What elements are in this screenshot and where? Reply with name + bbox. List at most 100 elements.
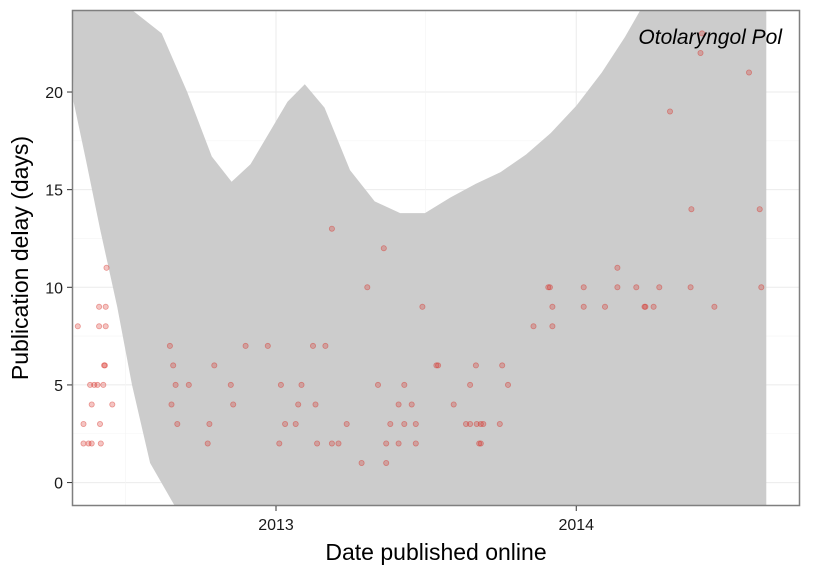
data-point	[408, 401, 415, 408]
data-point	[633, 284, 640, 291]
data-points	[74, 30, 765, 466]
data-point	[282, 420, 289, 427]
data-point	[88, 401, 95, 408]
data-point	[309, 342, 316, 349]
data-point	[166, 342, 173, 349]
data-point	[480, 420, 487, 427]
data-point	[687, 284, 694, 291]
data-point	[697, 50, 704, 57]
data-point	[614, 264, 621, 271]
data-point	[412, 440, 419, 447]
data-point	[109, 401, 116, 408]
data-point	[462, 420, 469, 427]
data-point	[711, 303, 718, 310]
data-point	[242, 342, 249, 349]
data-point	[292, 420, 299, 427]
data-point	[80, 440, 87, 447]
data-point	[328, 440, 335, 447]
data-point	[545, 284, 552, 291]
data-point	[477, 440, 484, 447]
data-point	[335, 440, 342, 447]
data-point	[387, 420, 394, 427]
data-point	[473, 420, 480, 427]
data-point	[614, 284, 621, 291]
data-point	[87, 381, 94, 388]
y-tick-label: 15	[45, 183, 63, 200]
data-point	[97, 420, 104, 427]
data-point	[642, 303, 649, 310]
data-point	[264, 342, 271, 349]
data-point	[756, 206, 763, 213]
data-point	[88, 440, 95, 447]
data-point	[174, 420, 181, 427]
x-axis-title: Date published online	[325, 539, 546, 565]
panel-border	[71, 9, 801, 507]
data-point	[358, 459, 365, 466]
confidence-band	[72, 10, 767, 506]
data-point	[650, 303, 657, 310]
data-point	[549, 303, 556, 310]
data-point	[401, 381, 408, 388]
data-point	[383, 459, 390, 466]
data-point	[96, 303, 103, 310]
data-point	[172, 381, 179, 388]
data-point	[295, 401, 302, 408]
data-point	[433, 362, 440, 369]
data-point	[395, 440, 402, 447]
data-point	[276, 440, 283, 447]
data-point	[450, 401, 457, 408]
data-point	[91, 381, 98, 388]
data-point	[328, 225, 335, 232]
data-point	[401, 420, 408, 427]
data-point	[580, 284, 587, 291]
data-point	[435, 362, 442, 369]
data-point	[374, 381, 381, 388]
data-point	[185, 381, 192, 388]
y-axis: 0 5 10 15 20	[45, 85, 72, 493]
data-point	[496, 420, 503, 427]
data-point	[546, 284, 553, 291]
data-point	[549, 323, 556, 330]
data-point	[688, 206, 695, 213]
x-tick-label: 2014	[558, 517, 594, 534]
data-point	[504, 381, 511, 388]
data-point	[758, 284, 765, 291]
data-point	[667, 108, 674, 115]
data-point	[656, 284, 663, 291]
data-point	[101, 362, 108, 369]
y-tick-label: 5	[54, 378, 63, 395]
data-point	[312, 401, 319, 408]
data-point	[102, 303, 109, 310]
data-point	[298, 381, 305, 388]
data-point	[499, 362, 506, 369]
data-point	[211, 362, 218, 369]
y-tick-label: 20	[45, 85, 63, 102]
data-point	[96, 323, 103, 330]
data-point	[74, 323, 81, 330]
data-point	[412, 420, 419, 427]
data-point	[103, 264, 110, 271]
x-axis: 2013 2014	[258, 506, 594, 534]
data-point	[746, 69, 753, 76]
y-tick-label: 0	[54, 476, 63, 493]
plot-panel: Otolaryngol Pol	[71, 9, 801, 507]
panel-label: Otolaryngol Pol	[638, 26, 783, 49]
y-axis-title: Publication delay (days)	[7, 136, 33, 380]
data-point	[94, 381, 101, 388]
data-point	[364, 284, 371, 291]
data-point	[322, 342, 329, 349]
data-point	[277, 381, 284, 388]
data-point	[85, 440, 92, 447]
data-point	[477, 420, 484, 427]
data-point	[343, 420, 350, 427]
data-point	[467, 420, 474, 427]
data-point	[380, 245, 387, 252]
data-point	[395, 401, 402, 408]
data-point	[472, 362, 479, 369]
data-point	[168, 401, 175, 408]
x-tick-label: 2013	[258, 517, 294, 534]
data-point	[80, 420, 87, 427]
data-point	[101, 362, 108, 369]
data-point	[467, 381, 474, 388]
